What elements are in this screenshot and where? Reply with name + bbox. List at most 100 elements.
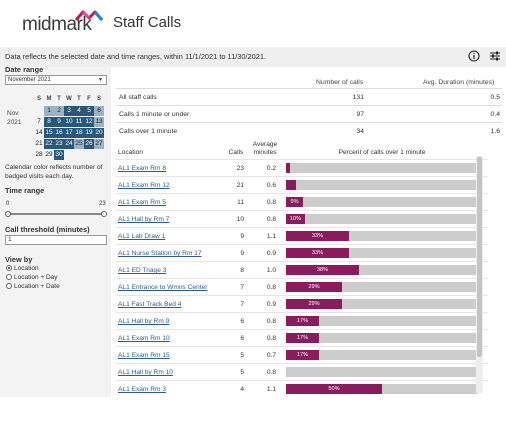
info-bar: Data reflects the selected date and time… [0, 47, 506, 67]
calendar-day[interactable]: 2 [54, 106, 64, 116]
location-link[interactable]: AL1 Exam Rm 8 [118, 165, 167, 172]
calendar-day[interactable]: 24 [64, 139, 74, 149]
location-link[interactable]: AL1 Fast Track Bed 4 [118, 301, 182, 308]
calendar-day[interactable]: 17 [64, 128, 74, 138]
location-link[interactable]: AL1 Entrance to Wmns Center [118, 284, 208, 291]
time-range-slider[interactable] [8, 213, 104, 215]
calendar-day[interactable]: 3 [64, 106, 74, 116]
row-calls: 5 [240, 352, 244, 359]
time-range-min-handle[interactable] [5, 211, 11, 217]
table-row: AL1 Hall by Rm 7 10 0.8 10% [116, 210, 488, 227]
radio-icon[interactable] [6, 265, 12, 271]
calendar-weekday: W [66, 96, 72, 102]
calendar-weekday: S [96, 96, 101, 102]
calendar-day[interactable]: 29 [44, 150, 54, 160]
calendar-day[interactable]: 9 [54, 117, 64, 127]
percent-bar-track: 29% [286, 299, 478, 309]
percent-bar-fill [286, 231, 349, 241]
row-average-minutes: 0.8 [266, 335, 276, 342]
view-option-label: Location + Day [14, 274, 58, 281]
percent-bar-label: 38% [316, 267, 329, 273]
calendar-day[interactable]: 5 [84, 106, 94, 116]
calendar-day[interactable]: 19 [84, 128, 94, 138]
calendar-day[interactable]: 15 [44, 128, 54, 138]
row-average-minutes: 0.8 [266, 216, 276, 223]
calendar-day[interactable]: 8 [44, 117, 54, 127]
calendar-day[interactable]: 1 [44, 106, 54, 116]
location-link[interactable]: AL1 Exam Rm 15 [118, 352, 170, 359]
row-calls: 6 [240, 318, 244, 325]
row-calls: 9 [240, 233, 244, 240]
calendar-day[interactable]: 27 [94, 139, 104, 149]
location-link[interactable]: AL1 Exam Rm 5 [118, 199, 167, 206]
calendar-day[interactable]: 16 [54, 128, 64, 138]
table-scrollbar-thumb[interactable] [477, 157, 482, 357]
calendar-day[interactable]: 28 [34, 150, 44, 160]
calendar-day[interactable]: 6 [94, 106, 104, 116]
percent-bar-track: 9% [286, 197, 478, 207]
location-link[interactable]: AL1 Hall by Rm 10 [118, 369, 173, 376]
calendar-day[interactable]: 4 [74, 106, 84, 116]
table-row: AL1 Lab Draw 1 9 1.1 33% [116, 227, 488, 244]
page-title: Staff Calls [113, 14, 182, 31]
view-option[interactable]: Location [6, 265, 39, 272]
calendar-day[interactable]: 11 [74, 117, 84, 127]
percent-bar-label: 9% [290, 199, 299, 205]
summary-row: Calls 1 minute or under 97 0.4 [116, 105, 502, 122]
table-row: AL1 Hall by Rm 9 6 0.8 17% [116, 312, 488, 329]
percent-bar-label: 33% [311, 250, 324, 256]
location-table: Location Calls Average minutes Percent o… [116, 139, 498, 397]
calendar-day[interactable]: 7 [34, 117, 44, 127]
calendar-day[interactable]: 25 [74, 139, 84, 149]
percent-bar-label: 29% [308, 284, 320, 290]
info-icon[interactable] [468, 50, 480, 62]
calendar-day[interactable]: 18 [74, 128, 84, 138]
calendar-day[interactable]: 30 [54, 150, 64, 160]
row-calls: 7 [240, 301, 244, 308]
month-select[interactable]: November 2021 ▼ [5, 75, 107, 85]
row-average-minutes: 0.8 [266, 369, 276, 376]
view-option[interactable]: Location + Date [6, 283, 60, 290]
percent-bar-label: 29% [308, 301, 320, 307]
location-link[interactable]: AL1 Exam Rm 12 [118, 182, 170, 189]
row-calls: 8 [240, 267, 244, 274]
calendar-day[interactable]: 13 [94, 117, 104, 127]
date-range-notice: Data reflects the selected date and time… [5, 52, 267, 61]
calendar-month: Nov [7, 110, 19, 117]
row-average-minutes: 0.9 [266, 250, 276, 257]
percent-bar-track [286, 180, 478, 190]
time-range-max-handle[interactable] [101, 211, 107, 217]
calendar-day[interactable]: 10 [64, 117, 74, 127]
calendar-weekday: M [46, 96, 52, 102]
radio-icon[interactable] [6, 274, 12, 280]
summary-row-calls: 131 [352, 94, 364, 101]
calendar-day[interactable]: 23 [54, 139, 64, 149]
location-link[interactable]: AL1 Hall by Rm 7 [118, 216, 170, 223]
location-link[interactable]: AL1 Hall by Rm 9 [118, 318, 170, 325]
view-option[interactable]: Location + Day [6, 274, 58, 281]
calendar-day[interactable]: 12 [84, 117, 94, 127]
calendar-day[interactable]: 22 [44, 139, 54, 149]
location-link[interactable]: AL1 Exam Rm 10 [118, 335, 170, 342]
col-percent-over-1-min: Percent of calls over 1 minute [338, 149, 426, 156]
calendar-day[interactable]: 14 [34, 128, 44, 138]
calendar-day[interactable]: 20 [94, 128, 104, 138]
time-range-heading: Time range [5, 186, 45, 195]
percent-bar-label: 17% [296, 352, 309, 358]
row-average-minutes: 0.9 [266, 301, 276, 308]
location-link[interactable]: AL1 Nurse Station by Rm 17 [118, 250, 202, 257]
row-average-minutes: 0.6 [266, 182, 276, 189]
calendar-day[interactable]: 26 [84, 139, 94, 149]
col-location: Location [118, 149, 143, 156]
summary-row-duration: 0.5 [490, 94, 500, 101]
calendar-day[interactable]: 21 [34, 139, 44, 149]
summary-row-duration: 0.4 [490, 111, 500, 118]
location-link[interactable]: AL1 Exam Rm 3 [118, 386, 167, 393]
location-link[interactable]: AL1 ED Triage 3 [118, 267, 167, 274]
threshold-input[interactable]: 1 [5, 235, 107, 245]
row-calls: 6 [240, 335, 244, 342]
table-row: AL1 Fast Track Bed 4 7 0.9 29% [116, 295, 488, 312]
radio-icon[interactable] [6, 283, 12, 289]
sliders-icon[interactable] [489, 50, 501, 62]
location-link[interactable]: AL1 Lab Draw 1 [118, 233, 166, 240]
